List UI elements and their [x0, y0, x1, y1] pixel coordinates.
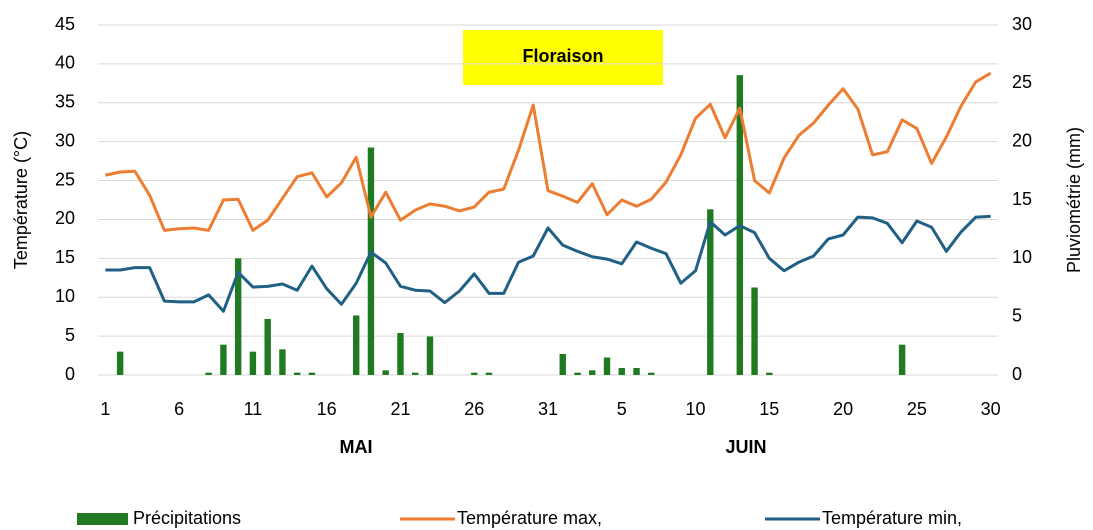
legend-swatch	[77, 513, 128, 525]
bar	[766, 372, 773, 375]
bar	[471, 372, 478, 375]
y-tick-label: 0	[65, 364, 75, 384]
legend-label: Précipitations	[133, 508, 241, 528]
y-axis-title: Température (°C)	[11, 131, 31, 269]
bar	[382, 370, 389, 375]
bar	[264, 319, 271, 375]
y2-tick-label: 15	[1012, 189, 1032, 209]
x-tick-label: 25	[907, 399, 927, 419]
bar	[397, 333, 404, 375]
bar	[249, 351, 257, 375]
x-tick-label: 1	[100, 399, 110, 419]
bar	[308, 372, 316, 375]
x-tick-label: 31	[538, 399, 558, 419]
x-tick-label: 21	[390, 399, 410, 419]
bar	[220, 344, 227, 375]
y2-tick-label: 25	[1012, 72, 1032, 92]
y-tick-label: 10	[55, 286, 75, 306]
x-tick-label: 16	[317, 399, 337, 419]
x-tick-label: 30	[981, 399, 1001, 419]
bar	[234, 258, 242, 375]
y-tick-label: 5	[65, 325, 75, 345]
y2-tick-label: 30	[1012, 14, 1032, 34]
y2-tick-label: 10	[1012, 247, 1032, 267]
bar	[574, 372, 581, 375]
bar	[205, 372, 212, 375]
bar	[559, 354, 566, 375]
bar	[279, 349, 286, 375]
line	[105, 71, 992, 232]
x-tick-label: 5	[617, 399, 627, 419]
bar	[633, 368, 640, 375]
y-tick-label: 40	[55, 53, 75, 73]
bar	[898, 344, 906, 375]
month-label: JUIN	[725, 437, 766, 457]
legend-label: Température max,	[457, 508, 602, 528]
x-tick-label: 10	[686, 399, 706, 419]
annotation: Floraison	[522, 46, 603, 66]
y-tick-label: 30	[55, 130, 75, 150]
y-tick-label: 15	[55, 247, 75, 267]
annotation-box	[463, 30, 663, 85]
line	[105, 214, 991, 313]
bar	[707, 209, 714, 375]
bar	[367, 147, 375, 375]
y2-axis-title: Pluviométrie (mm)	[1064, 127, 1084, 273]
bar	[603, 357, 611, 375]
bar	[618, 368, 625, 375]
y-tick-label: 45	[55, 14, 75, 34]
y-tick-label: 25	[55, 169, 75, 189]
x-tick-label: 20	[833, 399, 853, 419]
x-tick-label: 15	[759, 399, 779, 419]
bar	[352, 315, 360, 375]
bar	[751, 287, 758, 375]
bar	[116, 351, 124, 375]
month-label: MAI	[340, 437, 373, 457]
x-tick-label: 11	[244, 399, 263, 419]
x-tick-label: 6	[174, 399, 184, 419]
bar	[485, 372, 493, 375]
bar	[589, 370, 596, 375]
bar	[426, 336, 434, 375]
y-tick-label: 20	[55, 208, 75, 228]
y2-tick-label: 5	[1012, 305, 1022, 325]
legend-label: Température min,	[822, 508, 962, 528]
bar	[648, 372, 655, 375]
y-tick-label: 35	[55, 92, 75, 112]
x-tick-label: 26	[464, 399, 484, 419]
bar	[412, 372, 419, 375]
y2-tick-label: 0	[1012, 364, 1022, 384]
y2-tick-label: 20	[1012, 130, 1032, 150]
bar	[293, 372, 301, 375]
